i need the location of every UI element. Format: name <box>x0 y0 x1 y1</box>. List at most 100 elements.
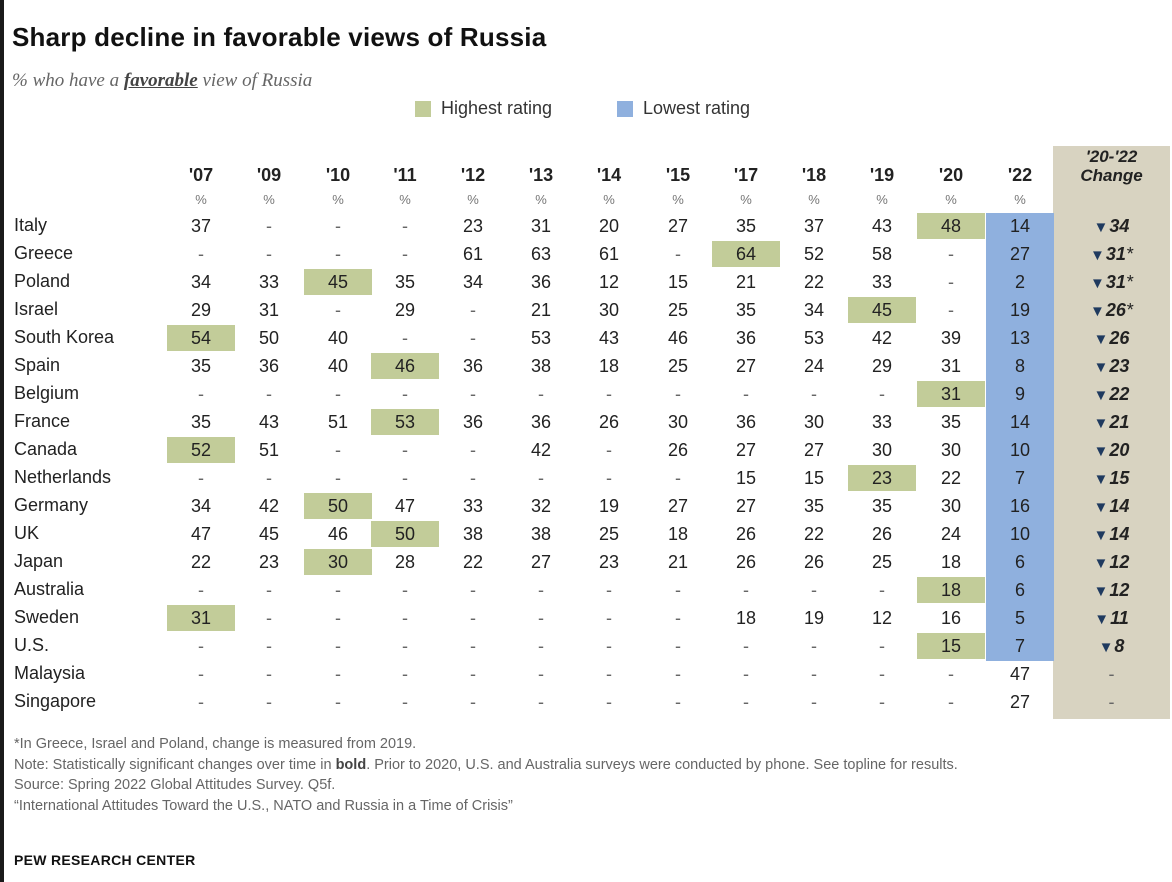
table-cell: 46 <box>327 524 349 544</box>
table-cell: 52 <box>803 244 825 264</box>
table-cell: 22 <box>940 468 962 488</box>
change-number: 23 <box>1109 356 1130 376</box>
table-cell: 13 <box>1009 328 1031 348</box>
table-cell: 36 <box>530 272 552 292</box>
table-cell: 37 <box>803 216 825 236</box>
down-triangle-icon: ▼ <box>1093 415 1109 432</box>
table-cell: 25 <box>667 356 689 376</box>
table-cell: 33 <box>871 412 893 432</box>
table-cell: - <box>198 580 204 600</box>
down-triangle-icon: ▼ <box>1090 247 1105 264</box>
column-header-year: '07 <box>188 165 214 185</box>
column-header-year: '15 <box>665 165 691 185</box>
table-cell: 37 <box>190 216 212 236</box>
table-cell: - <box>402 468 408 488</box>
table-cell: 45 <box>258 524 280 544</box>
table-cell: - <box>402 692 408 712</box>
table-cell: 50 <box>371 521 439 547</box>
legend-item-highest: Highest rating <box>415 98 552 119</box>
column-header-year: '20 <box>938 165 964 185</box>
table-cell: - <box>402 216 408 236</box>
table-cell: 22 <box>803 272 825 292</box>
table-cell: - <box>470 300 476 320</box>
table-cell: 35 <box>735 300 757 320</box>
table-cell: - <box>470 608 476 628</box>
table-cell: - <box>470 440 476 460</box>
table-cell: - <box>538 636 544 656</box>
subtitle-pre: % who have a <box>12 70 124 91</box>
table-cell: - <box>266 468 272 488</box>
table-cell: 61 <box>598 244 620 264</box>
table-cell: 15 <box>667 272 689 292</box>
table-cell: - <box>675 468 681 488</box>
change-number: 14 <box>1109 524 1130 544</box>
table-cell: 20 <box>598 216 620 236</box>
table-cell: 43 <box>258 412 280 432</box>
table-cell: 25 <box>598 524 620 544</box>
table-cell: - <box>335 440 341 460</box>
table-cell: 14 <box>1009 412 1031 432</box>
table-cell: 19 <box>803 608 825 628</box>
column-unit: % <box>399 192 411 207</box>
note-text-pre: Note: Statistically significant changes … <box>14 756 336 773</box>
table-cell: 40 <box>327 328 349 348</box>
table-cell: 18 <box>917 577 985 603</box>
change-value: ▼12 <box>1053 577 1170 603</box>
asterisk-marker: * <box>1125 300 1133 320</box>
table-cell: 19 <box>598 496 620 516</box>
table-cell: 58 <box>871 244 893 264</box>
column-header-year: '10 <box>325 165 351 185</box>
table-cell: - <box>402 664 408 684</box>
change-number: 8 <box>1114 636 1125 656</box>
table-cell: - <box>266 244 272 264</box>
table-cell: - <box>335 300 341 320</box>
table-cell: 26 <box>598 412 620 432</box>
table-cell: - <box>198 244 204 264</box>
table-cell: - <box>266 580 272 600</box>
table-cell: - <box>335 608 341 628</box>
table-cell: 34 <box>803 300 825 320</box>
table-cell: 45 <box>848 297 916 323</box>
asterisk-note: *In Greece, Israel and Poland, change is… <box>14 736 417 752</box>
table-cell: - <box>402 440 408 460</box>
table-cell: - <box>606 664 612 684</box>
table-cell: 53 <box>371 409 439 435</box>
table-cell: 39 <box>940 328 962 348</box>
table-cell: 36 <box>258 356 280 376</box>
column-header-year: '09 <box>256 165 282 185</box>
table-cell: - <box>811 636 817 656</box>
table-cell: - <box>266 636 272 656</box>
table-cell: - <box>266 608 272 628</box>
chart-subtitle: % who have a favorable view of Russia <box>12 70 312 92</box>
legend-swatch-lowest <box>617 100 633 117</box>
table-cell: 23 <box>598 552 620 572</box>
change-number: 12 <box>1109 580 1130 600</box>
table-cell: - <box>470 328 476 348</box>
legend-item-lowest: Lowest rating <box>617 98 750 119</box>
table-cell: 53 <box>530 328 552 348</box>
table-cell: 31 <box>940 356 962 376</box>
change-number: 12 <box>1109 552 1130 572</box>
row-label-country: Australia <box>14 579 85 599</box>
table-cell: 42 <box>871 328 893 348</box>
change-value: ▼26 <box>1053 325 1170 351</box>
organization-name: PEW RESEARCH CENTER <box>14 852 196 868</box>
table-cell: 30 <box>940 440 962 460</box>
table-cell: 26 <box>803 552 825 572</box>
table-cell: - <box>675 692 681 712</box>
table-cell: 9 <box>1014 384 1025 404</box>
down-triangle-icon: ▼ <box>1098 639 1114 656</box>
table-cell: 31 <box>167 605 235 631</box>
change-header: '20-'22 Change <box>1053 147 1170 185</box>
table-cell: 46 <box>667 328 689 348</box>
down-triangle-icon: ▼ <box>1093 219 1109 236</box>
column-header-year: '11 <box>393 165 417 185</box>
table-cell: - <box>335 636 341 656</box>
asterisk-marker: * <box>1125 272 1133 292</box>
table-cell: 38 <box>530 356 552 376</box>
down-triangle-icon: ▼ <box>1090 303 1105 320</box>
table-cell: 43 <box>871 216 893 236</box>
change-value: ▼14 <box>1053 521 1170 547</box>
change-number: 11 <box>1110 608 1129 628</box>
table-cell: - <box>811 384 817 404</box>
